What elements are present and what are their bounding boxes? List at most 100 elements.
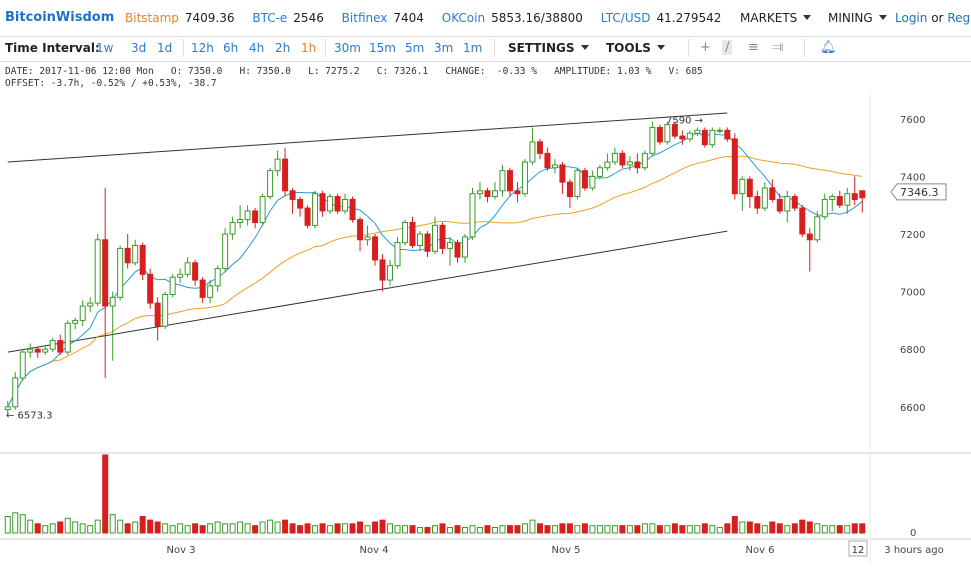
ticker-bitstamp[interactable]: Bitstamp 7409.36	[125, 11, 235, 25]
interval-1m[interactable]: 1m	[463, 41, 483, 55]
candle-body	[4, 406, 11, 411]
ohlc-info: DATE: 2017-11-06 12:00 Mon O: 7350.0 H: …	[5, 66, 703, 90]
interval-6h[interactable]: 6h	[223, 41, 239, 55]
interval-1w[interactable]: 1w	[96, 41, 114, 55]
volume-bar	[282, 519, 289, 534]
candle-body	[102, 239, 109, 307]
volume-bar	[671, 523, 678, 534]
chart-toolbar: Time Interval: 1w 3d 1d 12h 6h 4h 2h 1h …	[0, 37, 971, 62]
volume-bar	[432, 525, 438, 534]
candle-body	[64, 322, 71, 353]
interval-5m[interactable]: 5m	[405, 41, 425, 55]
ticker-okcoin[interactable]: OKCoin 5853.16/38800	[441, 11, 583, 25]
volume-bar	[746, 521, 753, 534]
candle-body	[297, 198, 304, 209]
interval-12h[interactable]: 12h	[191, 41, 214, 55]
volume-bar	[566, 523, 573, 534]
time-badge-box	[848, 540, 868, 557]
candle-body	[461, 236, 468, 258]
volume-bar	[139, 515, 146, 534]
login-link[interactable]: Login	[895, 11, 928, 25]
candle-body	[776, 198, 783, 212]
volume-bar	[304, 523, 311, 534]
candle-body	[761, 187, 768, 209]
candle-body	[754, 196, 761, 209]
candle-body	[117, 247, 124, 298]
candle-body	[282, 158, 289, 192]
volume-bar	[859, 523, 866, 534]
candle-body	[566, 181, 573, 198]
ticker-bitfinex[interactable]: Bitfinex 7404	[341, 11, 424, 25]
volume-bar	[836, 525, 843, 534]
volume-bar	[791, 523, 798, 534]
volume-bar	[162, 523, 169, 534]
candle-body	[394, 242, 401, 267]
volume-bar	[589, 525, 596, 534]
markets-menu[interactable]: MARKETS	[740, 11, 812, 25]
register-link[interactable]: Regis	[947, 11, 971, 25]
interval-15m[interactable]: 15m	[369, 41, 396, 55]
y-tick-label: 7200	[900, 230, 925, 241]
volume-bar	[454, 525, 461, 534]
candle-body	[162, 293, 169, 327]
trendline-tool-icon[interactable]: ∕	[722, 40, 733, 55]
candle-body	[859, 190, 866, 199]
volume-bar	[64, 517, 71, 534]
candle-body	[147, 273, 154, 304]
interval-30m[interactable]: 30m	[334, 41, 361, 55]
candle-body	[611, 152, 618, 163]
volume-bar	[469, 525, 476, 534]
divider	[325, 39, 326, 57]
fibonacci-icon[interactable]: ⫥	[772, 40, 784, 55]
interval-1h[interactable]: 1h	[301, 41, 317, 55]
bell-icon[interactable]: 🔔︎	[820, 40, 837, 55]
candle-body	[596, 167, 603, 177]
interval-3d[interactable]: 3d	[131, 41, 147, 55]
volume-bar	[544, 525, 551, 534]
volume-bar	[844, 525, 851, 534]
mining-menu[interactable]: MINING	[828, 11, 887, 25]
horizontal-lines-icon[interactable]: ≡	[748, 40, 759, 55]
offset-line: OFFSET: -3.7h, -0.52% / +0.53%, -38.7	[5, 78, 217, 89]
volume-bar	[192, 523, 199, 534]
volume-bar	[596, 525, 603, 534]
interval-3m[interactable]: 3m	[434, 41, 454, 55]
volume-bar	[611, 525, 618, 534]
volume-bar	[731, 515, 738, 534]
candle-body	[169, 276, 176, 295]
candle-body	[656, 126, 663, 143]
candle-body	[267, 170, 274, 198]
candle-body	[559, 164, 566, 183]
volume-bar	[79, 523, 86, 534]
volume-bar	[409, 525, 416, 534]
interval-4h[interactable]: 4h	[249, 41, 265, 55]
y-tick-label: 7400	[900, 172, 925, 183]
candle-body	[199, 279, 206, 298]
candle-body	[132, 245, 139, 264]
ticker-ltc-usd[interactable]: LTC/USD 41.279542	[600, 11, 722, 25]
interval-2h[interactable]: 2h	[275, 41, 291, 55]
chevron-down-icon	[878, 15, 887, 20]
volume-bar	[364, 525, 371, 534]
tools-menu[interactable]: TOOLS	[606, 41, 665, 55]
candle-body	[604, 161, 611, 169]
volume-bar	[559, 523, 566, 534]
volume-bar	[312, 525, 319, 534]
settings-menu[interactable]: SETTINGS	[508, 41, 589, 55]
volume-bar	[19, 514, 26, 534]
candle-body	[424, 233, 431, 252]
crosshair-icon[interactable]: +	[700, 40, 711, 55]
chevron-down-icon	[803, 15, 812, 20]
volume-bar	[536, 523, 543, 534]
high-price-marker: 7590 →	[666, 116, 703, 127]
y-tick-label: 6600	[900, 403, 925, 414]
brand-logo[interactable]: BitcoinWisdom	[5, 10, 115, 25]
candle-body	[791, 196, 798, 209]
candle-body	[57, 340, 64, 353]
volume-bar	[402, 525, 409, 534]
candle-body	[521, 161, 528, 195]
interval-1d[interactable]: 1d	[157, 41, 173, 55]
current-price-label: 7346.3	[900, 186, 939, 199]
ticker-btc-e[interactable]: BTC-e 2546	[252, 11, 324, 25]
